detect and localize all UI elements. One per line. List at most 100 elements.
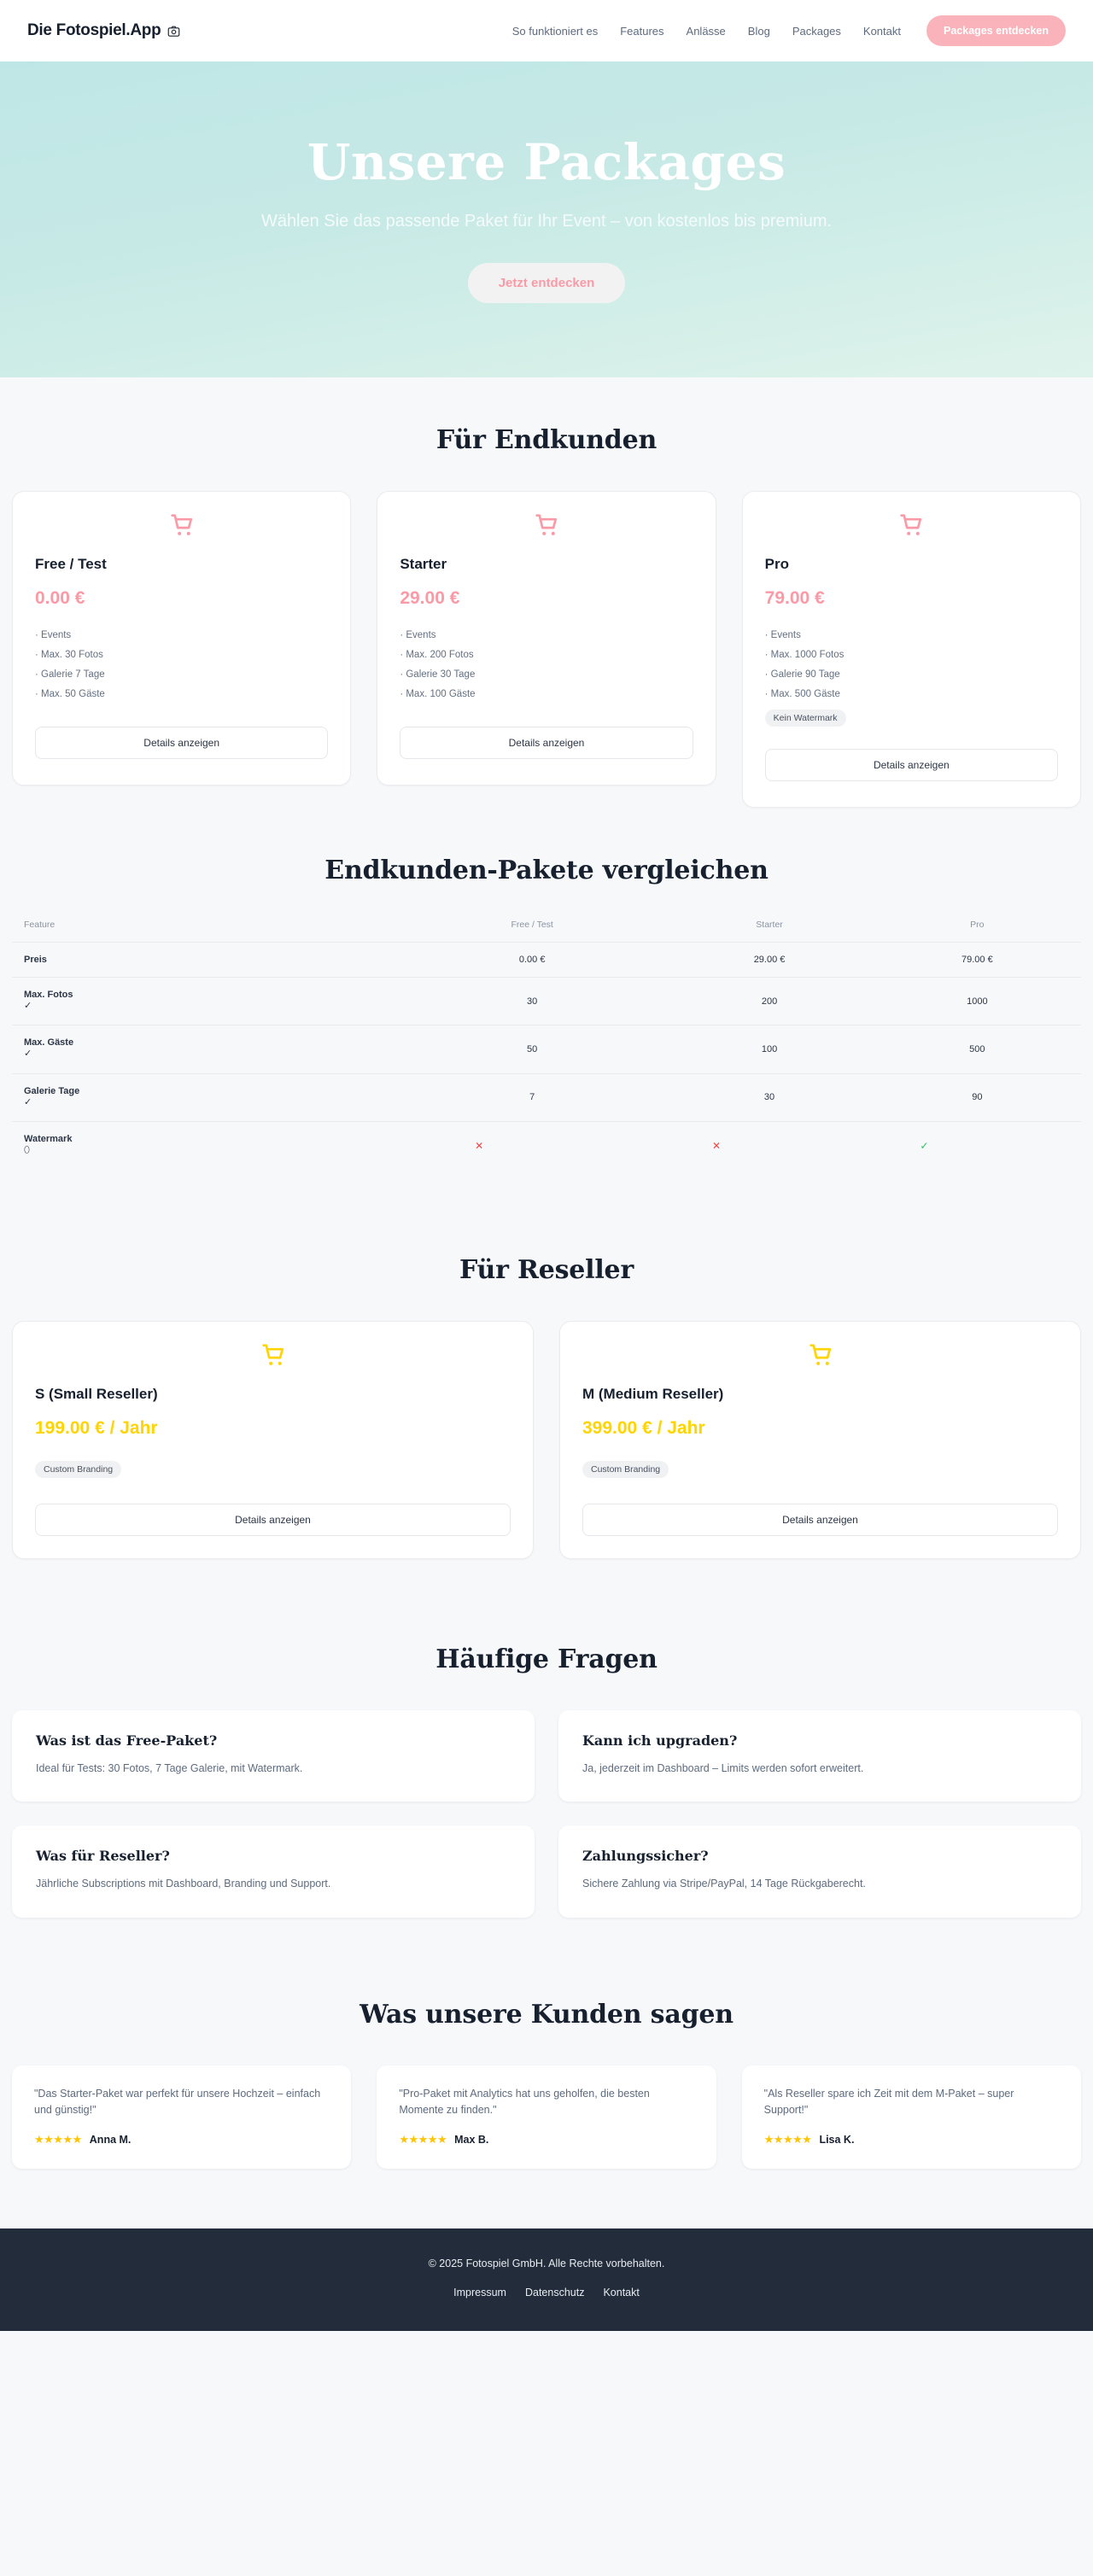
details-button[interactable]: Details anzeigen — [35, 727, 329, 759]
star-rating-icon: ★★★★★ — [763, 2132, 812, 2146]
footer-links: Impressum Datenschutz Kontakt — [17, 2287, 1076, 2299]
comparison-body: Preis 0.00 €29.00 €79.00 € Max. Fotos ✓ 30 20… — [12, 942, 1081, 1170]
header-cta-button[interactable]: Packages entdecken — [926, 15, 1066, 46]
hero-subtitle: Wählen Sie das passende Paket für Ihr Ev… — [260, 211, 833, 231]
footer-copyright: © 2025 Fotospiel GmbH. Alle Rechte vorbe… — [428, 2257, 665, 2269]
plan-name: Free / Test — [35, 556, 107, 572]
testimonial-author: Anna M. — [89, 2133, 132, 2146]
nav-item-3[interactable]: Blog — [747, 24, 770, 38]
comparison-cell: ✕ — [398, 1121, 666, 1170]
feature-list: · Events · Max. 1000 Fotos · Galerie 90 Ta… — [765, 626, 1058, 704]
feature-list: · Events · Max. 200 Fotos · Galerie 30 Tag… — [400, 626, 693, 704]
nav-item-2[interactable]: Anlässe — [686, 24, 726, 38]
brand-logo[interactable]: Die Fotospiel.App — [27, 21, 180, 40]
camera-icon — [167, 25, 180, 38]
faq-question: Was ist das Free-Paket? — [36, 1732, 218, 1749]
pricing-card: Free / Test 0.00 € · Events · Max. 30 Fotos… — [12, 491, 352, 786]
comparison-table: Feature Free / Test Starter Pro Preis 0.00 €… — [12, 911, 1081, 1170]
faq-card[interactable]: Was für Reseller? Jährliche Subscriptions… — [12, 1825, 535, 1919]
comparison-feature-name: Max. Gäste ✓ — [12, 1025, 399, 1074]
testimonial-grid: "Das Starter-Paket war perfekt für unser… — [0, 2065, 1093, 2169]
nav-item-0[interactable]: So funktioniert es — [511, 24, 599, 38]
testimonials-title: Was unsere Kunden sagen — [359, 2000, 734, 2030]
comparison-cell: 500 — [873, 1025, 1081, 1074]
testimonial-footer: ★★★★★ Anna M. — [34, 2133, 329, 2147]
feature-item: · Events — [35, 630, 72, 640]
testimonial-footer: ★★★★★ Lisa K. — [764, 2133, 1059, 2147]
testimonial-card: "Als Reseller spare ich Zeit mit dem M-P… — [741, 2065, 1081, 2169]
nav-item-5[interactable]: Kontakt — [862, 24, 901, 38]
testimonials-section: Was unsere Kunden sagen "Das Starter-Pak… — [0, 1918, 1093, 2228]
faq-card[interactable]: Was ist das Free-Paket? Ideal für Tests: … — [12, 1709, 535, 1802]
testimonial-footer: ★★★★★ Max B. — [399, 2133, 693, 2147]
check-icon: ✓ — [920, 1139, 929, 1152]
plan-price: 0.00 € — [35, 588, 85, 608]
faq-section: Häufige Fragen Was ist das Free-Paket? Id… — [0, 1559, 1093, 1919]
star-rating-icon: ★★★★★ — [399, 2132, 447, 2146]
reseller-card-grid: S (Small Reseller) 199.00 € / Jahr Custom … — [0, 1320, 1093, 1559]
comparison-header-row: Feature Free / Test Starter Pro — [12, 911, 1081, 943]
comparison-cell: 29.00 € — [665, 942, 874, 978]
footer-link-0[interactable]: Impressum — [453, 2286, 506, 2299]
table-row: Max. Gäste ✓ 50 100 500 — [12, 1025, 1081, 1074]
shopping-cart-icon — [806, 1343, 835, 1373]
plan-price: 79.00 € — [764, 588, 825, 608]
testimonial-card: "Pro-Paket mit Analytics hat uns geholfe… — [377, 2065, 716, 2169]
plan-badge: Custom Branding — [35, 1460, 122, 1478]
feature-item: · Max. 200 Fotos — [400, 650, 474, 660]
card-icon-wrap — [400, 511, 693, 544]
plan-name: Starter — [400, 556, 447, 572]
nav-item-4[interactable]: Packages — [792, 24, 841, 38]
plan-name: Pro — [764, 556, 789, 572]
comparison-feature-name: Max. Fotos ✓ — [12, 976, 399, 1025]
plan-badge: Kein Watermark — [764, 710, 846, 727]
comparison-cell: 7 — [398, 1072, 666, 1122]
comparison-col-header: Free / Test — [511, 920, 553, 930]
testimonial-quote: "Pro-Paket mit Analytics hat uns geholfe… — [399, 2088, 650, 2117]
reseller-card: M (Medium Reseller) 399.00 € / Jahr Custom… — [559, 1320, 1081, 1559]
feature-item: · Events — [764, 630, 801, 640]
hero-cta-button[interactable]: Jetzt entdecken — [467, 262, 626, 303]
testimonial-author: Max B. — [454, 2133, 489, 2146]
testimonial-author: Lisa K. — [819, 2133, 855, 2146]
check-icon: ✓ — [24, 1096, 32, 1107]
cross-icon: ✕ — [712, 1139, 722, 1152]
plan-price: 29.00 € — [400, 588, 460, 608]
details-button[interactable]: Details anzeigen — [764, 749, 1058, 781]
reseller-card: S (Small Reseller) 199.00 € / Jahr Custom … — [12, 1320, 534, 1559]
faq-card[interactable]: Kann ich upgraden? Ja, jederzeit im Dashb… — [558, 1709, 1081, 1802]
faq-card[interactable]: Zahlungssicher? Sichere Zahlung via Strip… — [558, 1825, 1081, 1919]
nav-item-1[interactable]: Features — [620, 24, 664, 38]
endkunden-title: Für Endkunden — [435, 425, 658, 455]
pricing-card: Starter 29.00 € · Events · Max. 200 Fotos · … — [377, 491, 716, 786]
comparison-cell: 30 — [398, 976, 666, 1025]
feature-item: · Max. 30 Fotos — [35, 650, 103, 660]
details-button[interactable]: Details anzeigen — [400, 727, 693, 759]
testimonial-card: "Das Starter-Paket war perfekt für unser… — [12, 2065, 352, 2169]
details-button[interactable]: Details anzeigen — [35, 1503, 511, 1536]
comparison-feature-name: Preis — [12, 942, 399, 978]
footer-link-1[interactable]: Datenschutz — [524, 2286, 585, 2299]
faq-answer: Ideal für Tests: 30 Fotos, 7 Tage Galeri… — [36, 1761, 303, 1774]
comparison-cell: 100 — [665, 1025, 874, 1074]
reseller-section: Für Reseller S (Small Reseller) 199.00 € … — [0, 1170, 1093, 1559]
faq-answer: Ja, jederzeit im Dashboard – Limits werd… — [582, 1761, 864, 1774]
feature-item: · Events — [400, 630, 436, 640]
feature-item: · Galerie 30 Tage — [400, 669, 476, 680]
shopping-cart-icon — [897, 514, 926, 543]
details-button[interactable]: Details anzeigen — [582, 1503, 1058, 1536]
plan-price: 399.00 € / Jahr — [582, 1417, 705, 1438]
table-row: Max. Fotos ✓ 30 200 1000 — [12, 976, 1081, 1025]
comparison-cell: 50 — [398, 1025, 666, 1074]
testimonial-quote: "Als Reseller spare ich Zeit mit dem M-P… — [763, 2088, 1014, 2117]
comparison-cell: ✓ — [873, 1121, 1081, 1170]
shopping-cart-icon — [259, 1343, 288, 1373]
footer-link-2[interactable]: Kontakt — [603, 2286, 640, 2299]
plan-badge: Custom Branding — [582, 1460, 669, 1478]
table-row: Galerie Tage ✓ 7 30 90 — [12, 1072, 1081, 1122]
faq-question: Kann ich upgraden? — [582, 1732, 738, 1749]
comparison-cell: 1000 — [873, 976, 1081, 1025]
faq-answer: Jährliche Subscriptions mit Dashboard, B… — [36, 1878, 331, 1890]
faq-title: Häufige Fragen — [435, 1644, 658, 1674]
feature-item: · Galerie 90 Tage — [764, 669, 840, 680]
